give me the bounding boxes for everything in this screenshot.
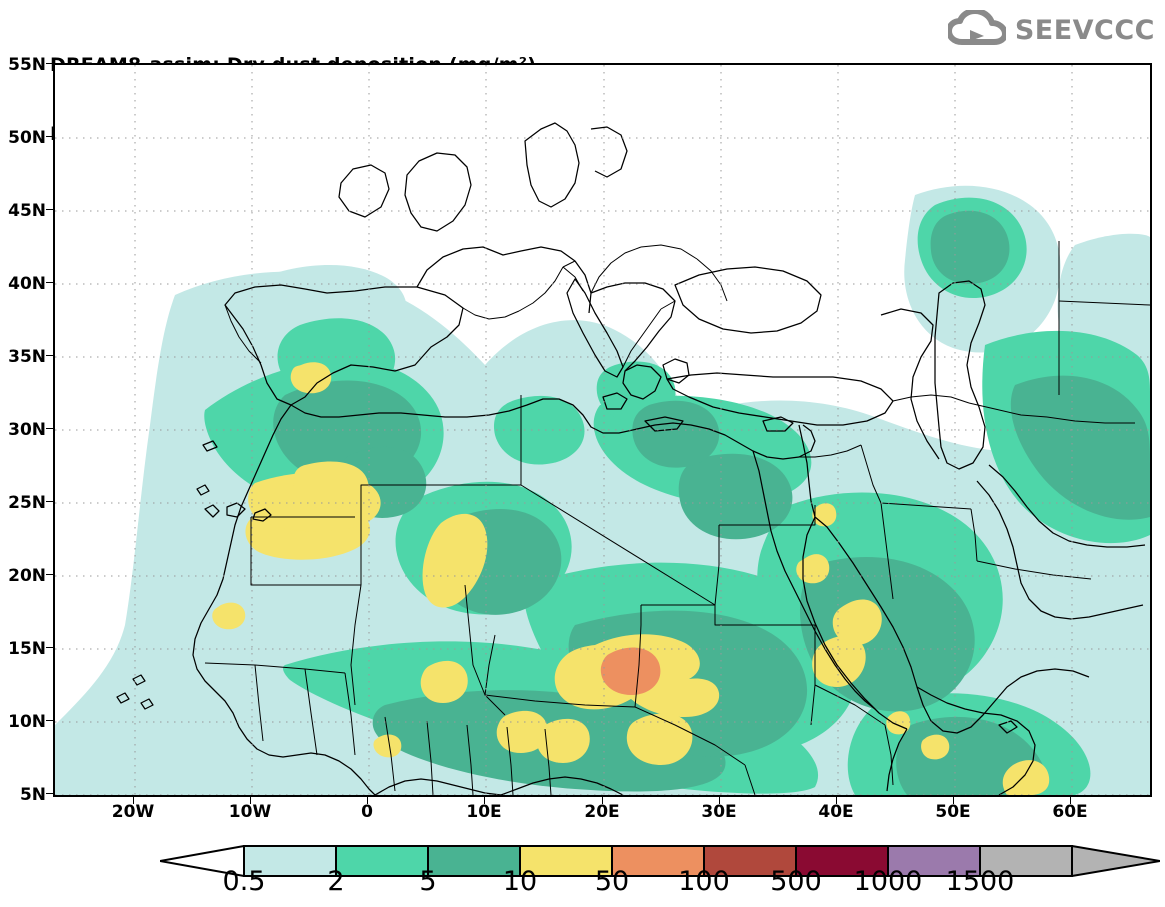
- y-tick-50N: [46, 136, 53, 137]
- x-tick-10W: [250, 797, 251, 804]
- x-tick-label-20W: 20W: [111, 802, 155, 822]
- y-tick-label-30N: 30N: [8, 420, 46, 440]
- y-tick-label-40N: 40N: [8, 274, 46, 294]
- y-tick-label-10N: 10N: [8, 712, 46, 732]
- colorbar-over-arrow: [1071, 845, 1160, 877]
- colorbar-band-100-500: [703, 845, 797, 877]
- y-tick-15N: [46, 647, 53, 648]
- colorbar-tick-1500: 1500: [945, 866, 1015, 897]
- x-tick-40E: [836, 797, 837, 804]
- colorbar-tick-10: 10: [502, 866, 538, 897]
- x-tick-label-60E: 60E: [1052, 802, 1088, 822]
- y-tick-10N: [46, 720, 53, 721]
- x-tick-label-30E: 30E: [701, 802, 737, 822]
- y-tick-label-45N: 45N: [8, 201, 46, 221]
- contour-band-50-100: [600, 647, 661, 695]
- y-tick-label-15N: 15N: [8, 639, 46, 659]
- x-tick-0: [367, 797, 368, 804]
- x-tick-50E: [953, 797, 954, 804]
- y-tick-5N: [46, 793, 53, 794]
- x-tick-label-0: 0: [361, 802, 373, 822]
- y-tick-label-25N: 25N: [8, 493, 46, 513]
- colorbar-tick-1000: 1000: [853, 866, 923, 897]
- colorbar-band-0p5-2: [243, 845, 337, 877]
- x-tick-label-10E: 10E: [466, 802, 502, 822]
- y-tick-label-55N: 55N: [8, 55, 46, 75]
- colorbar-band-5-10: [427, 845, 521, 877]
- map-plot-area: [53, 63, 1152, 797]
- x-tick-10E: [484, 797, 485, 804]
- y-tick-label-20N: 20N: [8, 566, 46, 586]
- cloud-icon: [945, 8, 1008, 50]
- colorbar-labels: 0.5 2 5 10 50 100 500 1000 1500: [0, 866, 1165, 906]
- x-tick-20E: [602, 797, 603, 804]
- colorbar-tick-100: 100: [678, 866, 730, 897]
- y-tick-35N: [46, 355, 53, 356]
- x-tick-label-10W: 10W: [228, 802, 272, 822]
- y-tick-40N: [46, 282, 53, 283]
- y-tick-55N: [46, 63, 53, 64]
- dust-deposition-field: [55, 65, 1150, 795]
- x-tick-20W: [133, 797, 134, 804]
- y-tick-label-5N: 5N: [19, 785, 46, 805]
- x-tick-30E: [719, 797, 720, 804]
- colorbar-band-50-100: [611, 845, 705, 877]
- colorbar-band-10-50: [519, 845, 613, 877]
- y-tick-20N: [46, 574, 53, 575]
- x-tick-60E: [1070, 797, 1071, 804]
- x-tick-label-20E: 20E: [584, 802, 620, 822]
- logo-text: SEEVCCC: [1014, 14, 1155, 46]
- colorbar-tick-500: 500: [770, 866, 822, 897]
- y-tick-25N: [46, 501, 53, 502]
- y-tick-label-50N: 50N: [8, 128, 46, 148]
- country-borders-layer: [204, 241, 1150, 795]
- colorbar-tick-5: 5: [419, 866, 437, 897]
- colorbar-tick-50: 50: [594, 866, 630, 897]
- colorbar: [160, 845, 1160, 877]
- x-tick-label-50E: 50E: [935, 802, 971, 822]
- y-tick-30N: [46, 428, 53, 429]
- coastlines-layer: [116, 122, 1146, 795]
- x-tick-label-40E: 40E: [818, 802, 854, 822]
- seevccc-logo: SEEVCCC: [945, 8, 1155, 50]
- y-tick-label-35N: 35N: [8, 347, 46, 367]
- y-tick-45N: [46, 209, 53, 210]
- gridlines-layer: [55, 65, 1150, 795]
- colorbar-band-1000-1500: [887, 845, 981, 877]
- colorbar-tick-2: 2: [327, 866, 345, 897]
- colorbar-tick-0p5: 0.5: [222, 866, 266, 897]
